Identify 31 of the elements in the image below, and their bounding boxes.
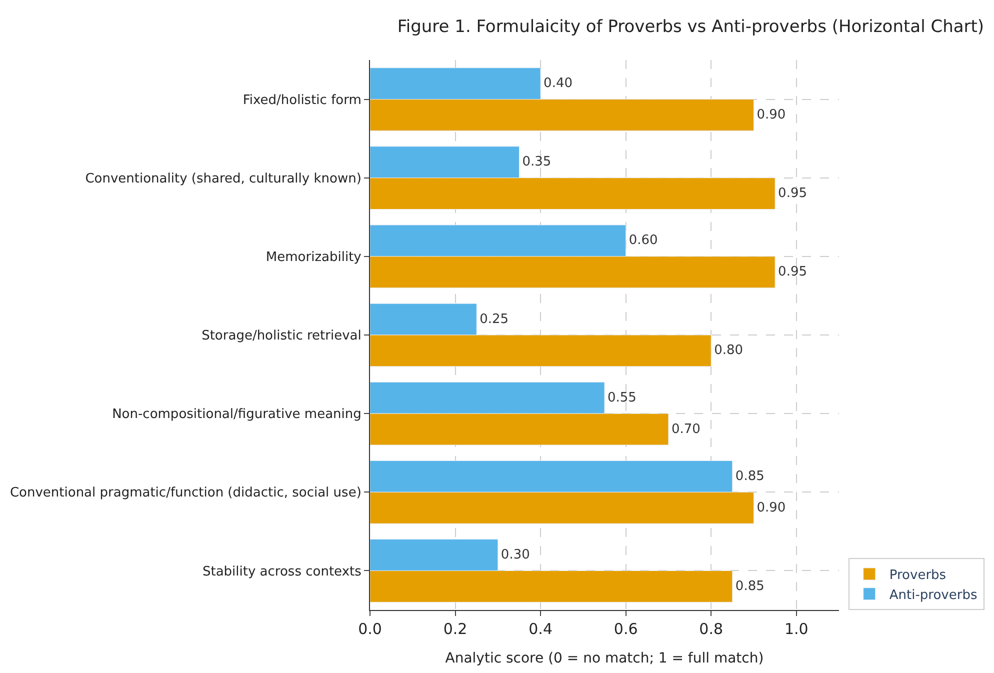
data-label: 0.60	[628, 233, 658, 248]
x-tick-label: 0.4	[528, 620, 552, 638]
data-label: 0.30	[500, 548, 530, 562]
chart-title: Figure 1. Formulaicity of Proverbs vs Anti-proverbs (Horizontal Chart)	[397, 17, 984, 38]
x-tick-label: 0.6	[614, 620, 638, 638]
data-label: 0.90	[756, 500, 786, 516]
y-tick-label: Stability across contexts	[202, 564, 362, 580]
data-label: 0.25	[480, 312, 509, 327]
data-label: 0.55	[608, 390, 636, 406]
data-label: 0.70	[671, 422, 700, 437]
y-tick-label: Storage/holistic retrieval	[202, 328, 362, 344]
data-label: 0.95	[778, 186, 808, 202]
x-tick-label: 1.0	[784, 620, 808, 638]
y-tick-label: Conventional pragmatic/function (didactic, social use)	[10, 486, 362, 501]
data-label: 0.85	[735, 578, 764, 594]
data-label: 0.90	[756, 108, 786, 122]
legend-label: Proverbs	[889, 568, 946, 584]
data-label: 0.35	[522, 154, 552, 170]
data-label: 0.85	[735, 468, 764, 484]
x-axis-title: Analytic score (0 = no match; 1 = full match)	[445, 650, 764, 666]
data-label: 0.80	[714, 343, 744, 358]
data-label: 0.95	[778, 264, 808, 280]
x-tick-label: 0.0	[358, 620, 382, 638]
x-tick-label: 0.8	[699, 620, 724, 638]
x-tick-label: 0.2	[443, 620, 468, 638]
data-label: 0.40	[544, 76, 573, 92]
y-tick-label: Conventionality (shared, culturally known)	[85, 171, 362, 186]
y-tick-label: Fixed/holistic form	[242, 92, 362, 108]
legend-label: Anti-proverbs	[889, 588, 978, 603]
y-tick-label: Memorizability	[266, 250, 362, 265]
y-tick-label: Non-compositional/figurative meaning	[112, 407, 362, 422]
